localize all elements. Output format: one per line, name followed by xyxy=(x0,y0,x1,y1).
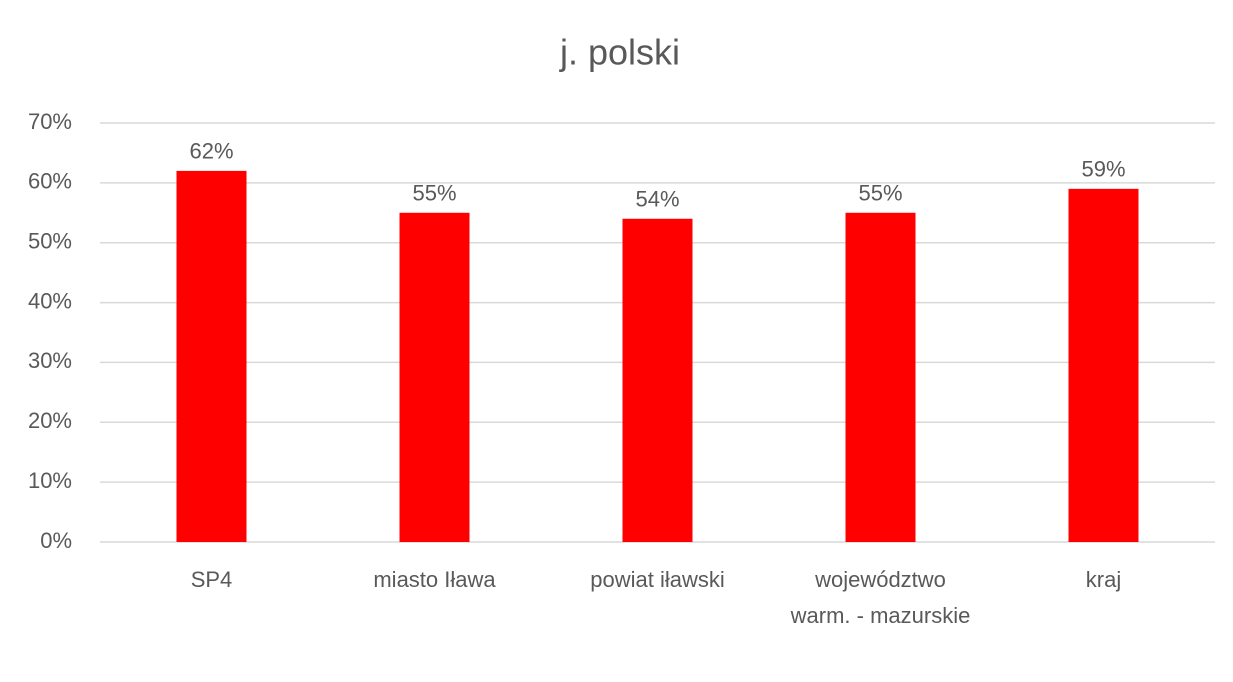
data-label: 55% xyxy=(412,181,456,206)
bar xyxy=(1068,188,1139,543)
y-tick-label: 70% xyxy=(28,109,72,134)
data-label: 55% xyxy=(858,181,902,206)
x-tick-label-box: powiat iławski xyxy=(590,567,725,592)
x-tick-label-box: SP4 xyxy=(190,567,233,592)
bar xyxy=(399,212,470,543)
y-tick-label: 30% xyxy=(28,348,72,373)
y-tick-label: 0% xyxy=(40,528,72,553)
data-label: 54% xyxy=(635,187,679,212)
y-tick-label: 10% xyxy=(28,468,72,493)
x-tick-label-box: kraj xyxy=(1085,567,1122,592)
data-label: 59% xyxy=(1081,157,1125,182)
y-tick-label: 40% xyxy=(28,288,72,313)
bar xyxy=(176,170,247,542)
y-tick-label: 60% xyxy=(28,169,72,194)
x-tick-label: powiat iławski xyxy=(590,567,725,592)
bar xyxy=(845,212,916,543)
x-tick-label: województwo warm. - mazurskie xyxy=(790,567,971,628)
bar xyxy=(622,218,693,542)
data-label: 62% xyxy=(189,139,233,164)
x-tick-label: miasto Iława xyxy=(373,567,496,592)
x-tick-label: SP4 xyxy=(190,567,233,592)
x-tick-label: kraj xyxy=(1085,567,1122,592)
chart-title: j. polski xyxy=(559,32,680,73)
y-tick-label: 20% xyxy=(28,408,72,433)
x-tick-label-box: województwo warm. - mazurskie xyxy=(790,567,971,628)
x-tick-label-box: miasto Iława xyxy=(373,567,496,592)
y-tick-label: 50% xyxy=(28,229,72,254)
